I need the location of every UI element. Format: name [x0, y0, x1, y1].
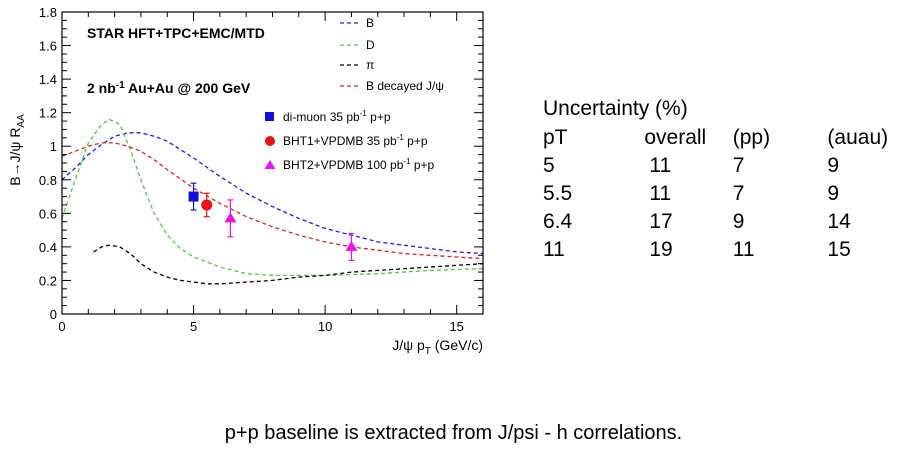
data-point — [201, 192, 213, 218]
x-tick-label: 0 — [58, 319, 65, 334]
uncertainty-row: 5 11 7 9 — [543, 152, 907, 180]
cell-overall: 11 — [649, 154, 672, 177]
x-tick-label: 10 — [318, 319, 332, 334]
header-overall: overall — [644, 126, 707, 149]
dataset-label: 2 nb-1 Au+Au @ 200 GeV — [87, 80, 251, 96]
y-tick-label: 0.6 — [39, 206, 57, 221]
curve-legend: B D π B decayed J/ψ — [340, 16, 444, 93]
curve-3 — [61, 142, 484, 260]
x-tick-label: 15 — [449, 319, 463, 334]
uncertainty-table: pT overall (pp) (auau) 5 11 7 9 5.5 11 7… — [543, 124, 907, 264]
y-tick-label: 0.8 — [39, 173, 57, 188]
arrow-icon: → — [7, 162, 23, 176]
cell-pp: 11 — [732, 238, 755, 261]
cell-pt: 11 — [543, 238, 565, 261]
data-point — [188, 182, 199, 211]
uncertainty-header-row: pT overall (pp) (auau) — [543, 124, 907, 152]
cell-auau: 9 — [827, 182, 840, 205]
y-tick-label: 1.6 — [39, 39, 57, 54]
caption: p+p baseline is extracted from J/psi - h… — [224, 422, 683, 444]
y-tick-label: 1.4 — [39, 72, 57, 87]
legend-marker-triangle — [264, 160, 276, 169]
marker-triangle — [224, 212, 237, 223]
legend-marker-circle — [265, 136, 275, 146]
legend-label-d: D — [366, 38, 375, 52]
uncertainty-row: 11 19 11 15 — [543, 236, 907, 264]
header-auau: (auau) — [827, 126, 889, 149]
curve-2 — [93, 244, 484, 285]
cell-pt: 5.5 — [543, 182, 573, 205]
y-tick-label: 1 — [50, 139, 57, 154]
cell-overall: 19 — [649, 238, 673, 261]
cell-pt: 5 — [543, 154, 555, 177]
uncertainty-title: Uncertainty (%) — [543, 97, 688, 120]
data-point — [224, 199, 237, 238]
legend-label-b: B — [366, 16, 374, 30]
x-axis-label: J/ψ pT (GeV/c) — [392, 337, 483, 357]
curve-0 — [61, 132, 484, 255]
raa-chart: 0 5 10 15 0 0.2 0.4 0.6 0.8 1 1.2 1.4 1.6 1.8 B→J/ψ R… — [7, 5, 484, 357]
header-pp: (pp) — [732, 126, 771, 149]
cell-overall: 17 — [649, 210, 673, 233]
y-tick-label: 1.2 — [39, 106, 57, 121]
marker-circle — [201, 199, 213, 211]
legend-label-pi: π — [366, 58, 374, 72]
legend-label-dimuon: di-muon 35 pb-1 p+p — [283, 109, 391, 124]
data-points — [188, 182, 358, 261]
cell-pp: 9 — [732, 210, 745, 233]
legend-label-bht2: BHT2+VPDMB 100 pb-1 p+p — [283, 157, 435, 172]
cell-auau: 9 — [827, 154, 840, 177]
uncertainty-row: 6.4 17 9 14 — [543, 208, 907, 236]
uncertainty-row: 5.5 11 7 9 — [543, 180, 907, 208]
legend-label-bht1: BHT1+VPDMB 35 pb-1 p+p — [283, 133, 428, 148]
cell-pp: 7 — [732, 182, 745, 205]
data-point — [345, 232, 358, 261]
marker-square — [188, 191, 199, 202]
experiment-label: STAR HFT+TPC+EMC/MTD — [87, 25, 265, 41]
header-pt: pT — [543, 126, 568, 149]
model-curves — [61, 118, 484, 285]
cell-auau: 15 — [827, 238, 851, 261]
cell-overall: 11 — [649, 182, 672, 205]
cell-pt: 6.4 — [543, 210, 573, 233]
cell-auau: 14 — [827, 210, 851, 233]
data-legend: di-muon 35 pb-1 p+p BHT1+VPDMB 35 pb-1 p… — [264, 109, 435, 172]
x-tick-label: 5 — [190, 319, 197, 334]
legend-label-b-decayed: B decayed J/ψ — [366, 79, 444, 93]
cell-pp: 7 — [732, 154, 745, 177]
marker-triangle — [345, 240, 358, 251]
axis-ticks: 0 5 10 15 0 0.2 0.4 0.6 0.8 1 1.2 1.4 1.6 1.8 — [39, 5, 484, 334]
y-tick-label: 0.4 — [39, 240, 57, 255]
y-axis-label: B→J/ψ RAA — [7, 114, 27, 186]
y-tick-label: 0 — [50, 307, 57, 322]
legend-marker-square — [265, 112, 274, 121]
y-tick-label: 0.2 — [39, 273, 57, 288]
y-tick-label: 1.8 — [39, 5, 57, 20]
